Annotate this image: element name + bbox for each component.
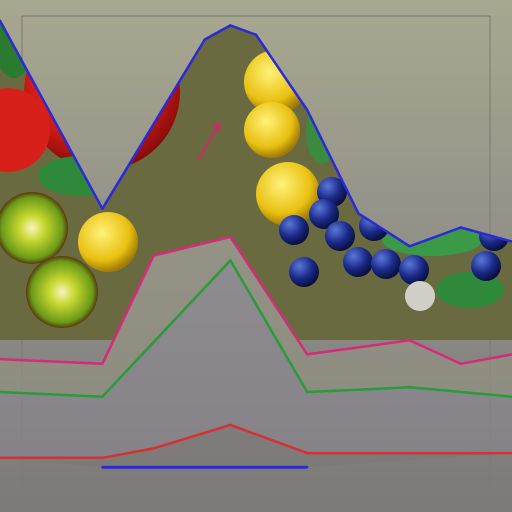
data-point-magenta-2 [152,255,154,257]
data-point-base-1 [306,466,308,468]
blueberry-icon [405,281,435,311]
data-point-red-3 [229,424,231,426]
data-point-blue-1 [101,208,103,210]
data-point-green-2 [229,259,231,261]
blueberry-icon [325,221,355,251]
data-point-magenta-4 [306,353,308,355]
data-point-red-2 [152,447,154,449]
data-point-blue-6 [357,212,359,214]
data-point-magenta-3 [229,236,231,238]
blueberry-icon [343,247,373,277]
blueberry-icon [279,215,309,245]
data-point-blue-5 [306,109,308,111]
data-point-green-4 [408,386,410,388]
data-point-green-1 [101,396,103,398]
data-point-green-3 [306,391,308,393]
kiwi-slice-icon [26,256,98,328]
data-point-base-0 [101,466,103,468]
data-point-blue-8 [460,226,462,228]
blueberry-icon [289,257,319,287]
data-point-blue-2 [204,38,206,40]
lemon-icon [78,212,138,272]
data-point-magenta-5 [408,339,410,341]
lemon-icon [244,102,300,158]
data-point-magenta-6 [460,363,462,365]
data-point-magenta-1 [101,363,103,365]
data-point-blue-7 [408,245,410,247]
blueberry-icon [399,255,429,285]
data-point-blue-3 [229,24,231,26]
blueberry-icon [371,249,401,279]
blueberry-icon [471,251,501,281]
data-point-blue-4 [255,34,257,36]
data-point-red-4 [306,452,308,454]
data-point-red-1 [101,457,103,459]
